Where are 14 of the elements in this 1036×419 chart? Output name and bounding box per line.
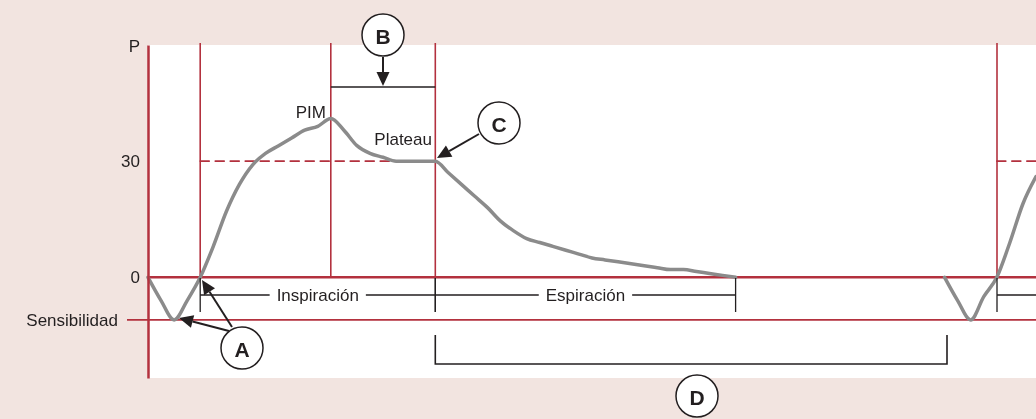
annotation: C [491,112,507,136]
ref-line-label: Sensibilidad [26,310,118,330]
line-series [942,174,1036,322]
text: D [689,385,705,409]
annotation: Espiración [545,285,626,305]
y-tick-label: 0 [130,268,140,288]
annotation: PIM [295,103,326,122]
y-axis-title: P [128,36,140,56]
annotation: Inspiración [276,285,359,305]
annotation: B [375,24,391,48]
annotation: Plateau [374,130,432,149]
y-tick-label: 30 [121,152,140,172]
line-series [146,116,738,322]
annotation: A [234,337,250,361]
